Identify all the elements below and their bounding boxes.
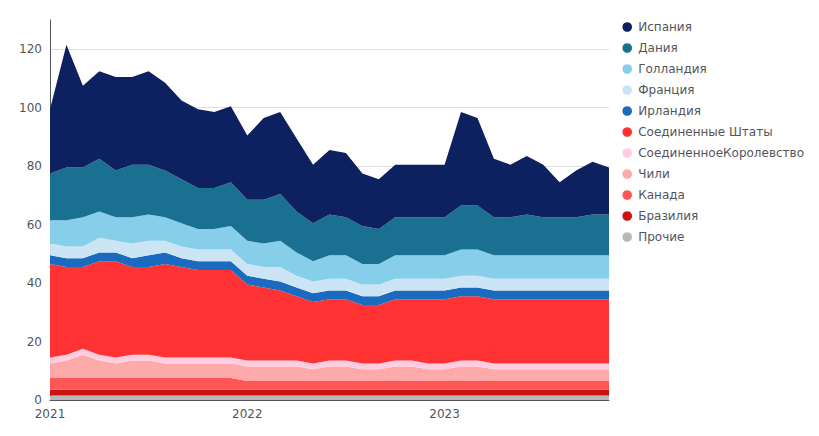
svg-text:2021: 2021 [35, 407, 66, 421]
svg-text:Соединенные Штаты: Соединенные Штаты [638, 125, 772, 139]
svg-text:СоединенноеКоролевство: СоединенноеКоролевство [638, 146, 804, 160]
svg-text:60: 60 [27, 218, 42, 232]
svg-text:Бразилия: Бразилия [638, 209, 698, 223]
svg-text:100: 100 [19, 101, 42, 115]
svg-text:Прочие: Прочие [638, 230, 684, 244]
svg-text:Ирландия: Ирландия [638, 104, 701, 118]
svg-text:120: 120 [19, 42, 42, 56]
svg-text:Франция: Франция [638, 83, 694, 97]
svg-text:Чили: Чили [638, 167, 670, 181]
svg-text:2022: 2022 [232, 407, 263, 421]
svg-text:0: 0 [34, 393, 42, 407]
svg-text:Дания: Дания [638, 41, 678, 55]
svg-text:2023: 2023 [429, 407, 460, 421]
svg-text:Испания: Испания [638, 20, 692, 34]
svg-text:Голландия: Голландия [638, 62, 707, 76]
svg-text:40: 40 [27, 276, 42, 290]
svg-text:Канада: Канада [638, 188, 685, 202]
svg-text:80: 80 [27, 159, 42, 173]
svg-text:20: 20 [27, 335, 42, 349]
